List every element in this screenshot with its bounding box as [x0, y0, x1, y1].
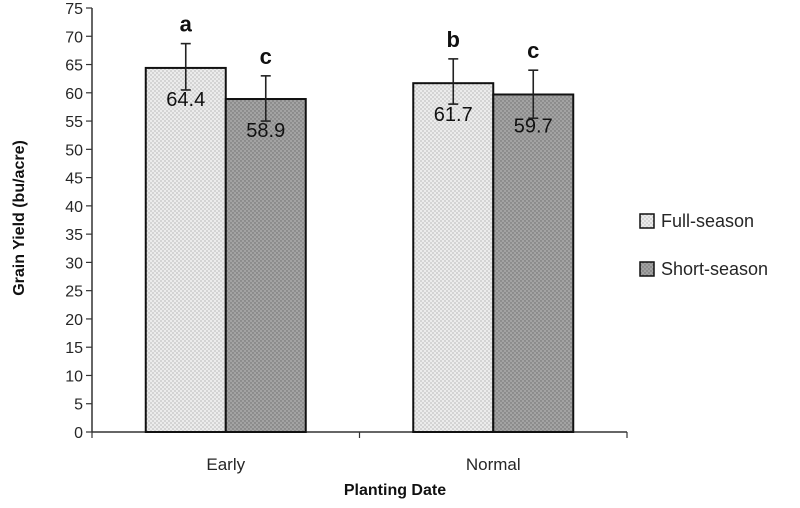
significance-letter: c [527, 38, 539, 63]
y-tick-label: 75 [65, 1, 83, 18]
bar-short-season-early [224, 98, 307, 433]
x-axis-title: Planting Date [344, 482, 446, 499]
y-axis: 0 5 10 15 20 25 30 35 40 45 50 55 60 65 70 75 [65, 1, 93, 442]
y-tick-label: 5 [74, 397, 83, 414]
legend-swatch [639, 261, 655, 277]
y-tick-label: 25 [65, 284, 83, 301]
legend: Full-season Short-season [639, 211, 768, 279]
data-label: 58.9 [246, 120, 285, 142]
error-bars [180, 42, 539, 122]
bar-full-season-early [144, 66, 227, 434]
bar-full-season-normal [412, 82, 495, 433]
x-axis: Early Normal [91, 431, 628, 474]
bars [144, 66, 575, 434]
y-tick-label: 0 [74, 425, 83, 442]
y-tick-label: 50 [65, 142, 83, 159]
y-tick-label: 35 [65, 227, 83, 244]
data-labels: 64.4 a 61.7 b 58.9 c 59.7 c [166, 12, 552, 142]
y-tick-label: 20 [65, 312, 83, 329]
x-tick-label: Normal [466, 455, 521, 474]
significance-letter: b [447, 27, 460, 52]
y-tick-label: 60 [65, 86, 83, 103]
y-tick-label: 40 [65, 199, 83, 216]
y-tick-label: 15 [65, 340, 83, 357]
y-tick-label: 70 [65, 29, 83, 46]
data-label: 64.4 [166, 89, 205, 111]
x-tick-label: Early [206, 455, 245, 474]
y-tick-label: 55 [65, 114, 83, 131]
legend-swatch [639, 213, 655, 229]
legend-label: Full-season [661, 211, 754, 231]
legend-label: Short-season [661, 259, 768, 279]
y-axis-title: Grain Yield (bu/acre) [11, 140, 28, 296]
y-tick-label: 30 [65, 255, 83, 272]
data-label: 59.7 [514, 115, 553, 137]
bar-short-season-normal [492, 93, 575, 433]
y-tick-label: 65 [65, 58, 83, 75]
data-label: 61.7 [434, 104, 473, 126]
y-tick-label: 45 [65, 171, 83, 188]
y-tick-label: 10 [65, 368, 83, 385]
significance-letter: c [260, 44, 272, 69]
significance-letter: a [180, 12, 193, 37]
